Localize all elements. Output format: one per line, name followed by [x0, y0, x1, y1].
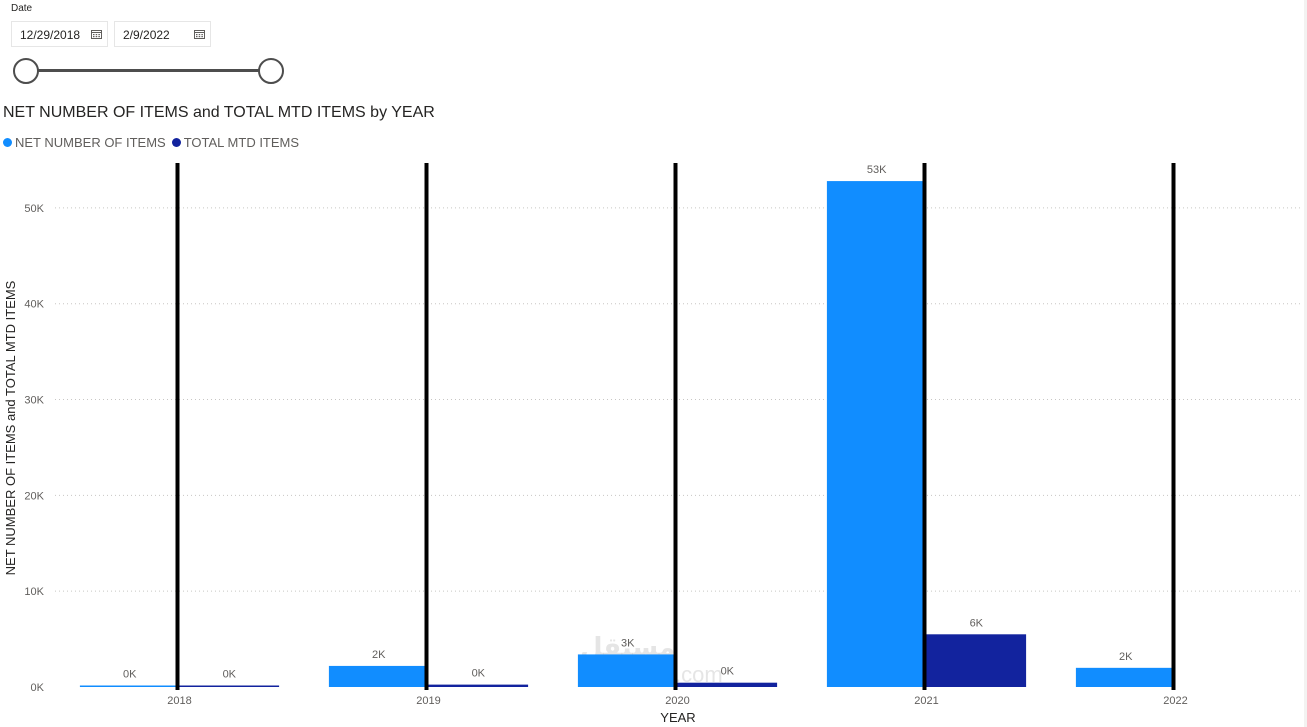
bar: [677, 682, 778, 687]
legend-label: NET NUMBER OF ITEMS: [15, 135, 166, 150]
chart-legend: NET NUMBER OF ITEMS TOTAL MTD ITEMS: [3, 135, 305, 150]
legend-item-net-number[interactable]: NET NUMBER OF ITEMS: [3, 135, 166, 150]
data-label: 2K: [372, 649, 386, 661]
data-label: 3K: [621, 637, 635, 649]
bar: [428, 684, 529, 687]
y-axis-title: NET NUMBER OF ITEMS and TOTAL MTD ITEMS: [3, 280, 18, 575]
y-tick-label: 30K: [24, 395, 44, 407]
scrollbar-edge[interactable]: [1304, 0, 1307, 727]
legend-marker: [3, 138, 12, 147]
y-tick-label: 50K: [24, 203, 44, 215]
x-tick-label: 2022: [1163, 695, 1187, 707]
y-tick-label: 20K: [24, 490, 44, 502]
bar: [179, 685, 280, 687]
start-date-input[interactable]: 12/29/2018: [11, 21, 108, 47]
end-date-value: 2/9/2022: [123, 28, 170, 42]
calendar-icon[interactable]: [194, 29, 205, 39]
bar: [328, 665, 429, 687]
start-date-value: 12/29/2018: [20, 28, 81, 42]
data-label: 0K: [472, 668, 486, 680]
chart-title: NET NUMBER OF ITEMS and TOTAL MTD ITEMS …: [3, 104, 435, 121]
date-range-slider-track[interactable]: [26, 69, 271, 72]
calendar-icon[interactable]: [91, 29, 102, 39]
y-tick-label: 0K: [31, 682, 45, 694]
legend-marker: [171, 138, 181, 147]
bar: [826, 181, 927, 687]
x-tick-label: 2020: [665, 695, 689, 707]
end-date-input[interactable]: 2/9/2022: [114, 21, 211, 47]
x-tick-label: 2019: [416, 695, 440, 707]
legend-item-total-mtd[interactable]: TOTAL MTD ITEMS: [171, 135, 300, 150]
bar: [577, 654, 678, 687]
data-label: 53K: [867, 164, 887, 176]
date-slicer-label: Date: [11, 3, 33, 14]
data-label: 6K: [970, 617, 984, 629]
x-tick-label: 2018: [167, 695, 191, 707]
date-range-start-handle[interactable]: [13, 58, 39, 84]
y-tick-label: 10K: [24, 586, 44, 598]
data-label: 0K: [223, 669, 237, 681]
y-tick-label: 40K: [24, 299, 44, 311]
bar: [79, 685, 180, 687]
bar: [926, 634, 1027, 687]
data-label: 2K: [1119, 651, 1133, 663]
data-label: 0K: [123, 669, 137, 681]
legend-label: TOTAL MTD ITEMS: [183, 135, 300, 150]
x-axis-title: YEAR: [660, 710, 695, 725]
data-label: 0K: [721, 666, 735, 678]
x-tick-label: 2021: [914, 695, 938, 707]
date-range-end-handle[interactable]: [258, 58, 284, 84]
bar: [1075, 667, 1176, 687]
